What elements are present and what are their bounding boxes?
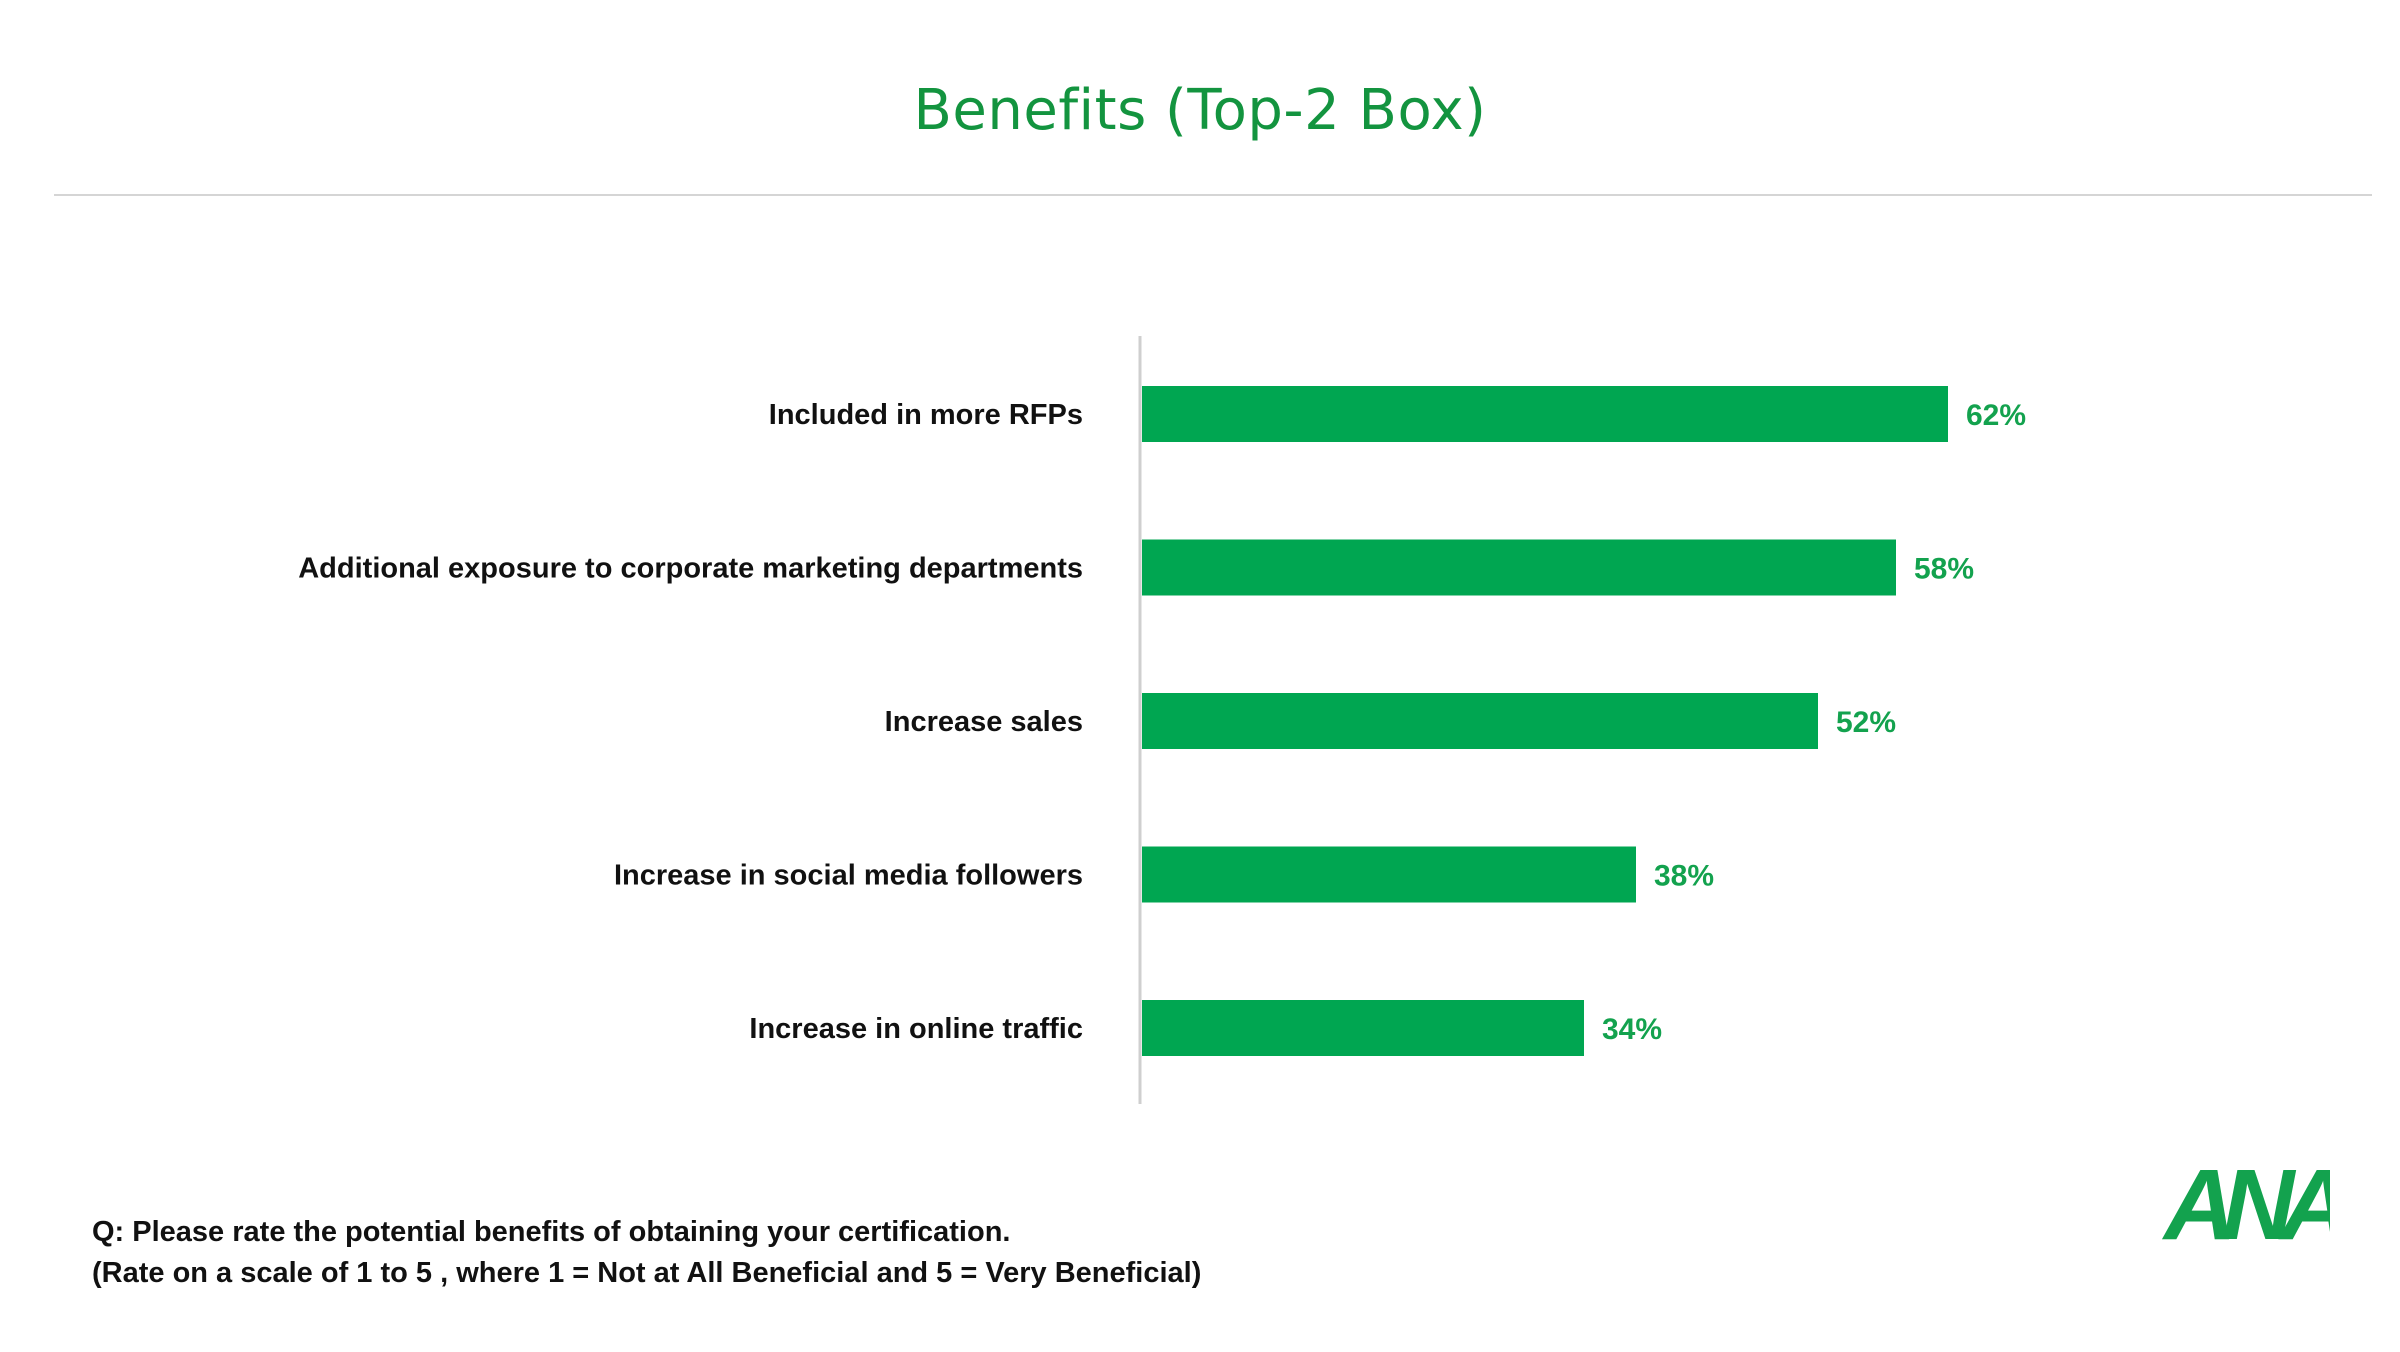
footnote-scale-note: (Rate on a scale of 1 to 5 , where 1 = N… xyxy=(92,1257,1202,1289)
ana-logo: ANA xyxy=(2161,1149,2330,1250)
category-label: Additional exposure to corporate marketi… xyxy=(298,553,1083,585)
bar xyxy=(1142,539,1896,596)
svg-text:ANA: ANA xyxy=(2161,1149,2330,1250)
bar xyxy=(1142,846,1636,903)
bar xyxy=(1142,386,1948,442)
bar-value-label: 52% xyxy=(1836,706,1896,739)
bar xyxy=(1142,693,1818,749)
category-label: Included in more RFPs xyxy=(769,399,1083,431)
bar-value-label: 58% xyxy=(1914,553,1974,586)
footnote-question: Q: Please rate the potential benefits of… xyxy=(92,1216,1011,1248)
bar xyxy=(1142,1000,1584,1056)
bar-value-label: 34% xyxy=(1602,1013,1662,1046)
bar-value-label: 62% xyxy=(1966,399,2026,432)
category-label: Increase sales xyxy=(885,706,1083,738)
survey-question-footnote: Q: Please rate the potential benefits of… xyxy=(92,1212,1201,1294)
page-title: Benefits (Top-2 Box) xyxy=(913,78,1487,143)
title-divider xyxy=(54,194,2372,196)
bars-layer: Included in more RFPs 62% Additional expos… xyxy=(298,386,2026,1056)
category-label: Increase in social media followers xyxy=(614,860,1083,892)
bar-value-label: 38% xyxy=(1654,860,1714,893)
category-label: Increase in online traffic xyxy=(749,1013,1083,1045)
